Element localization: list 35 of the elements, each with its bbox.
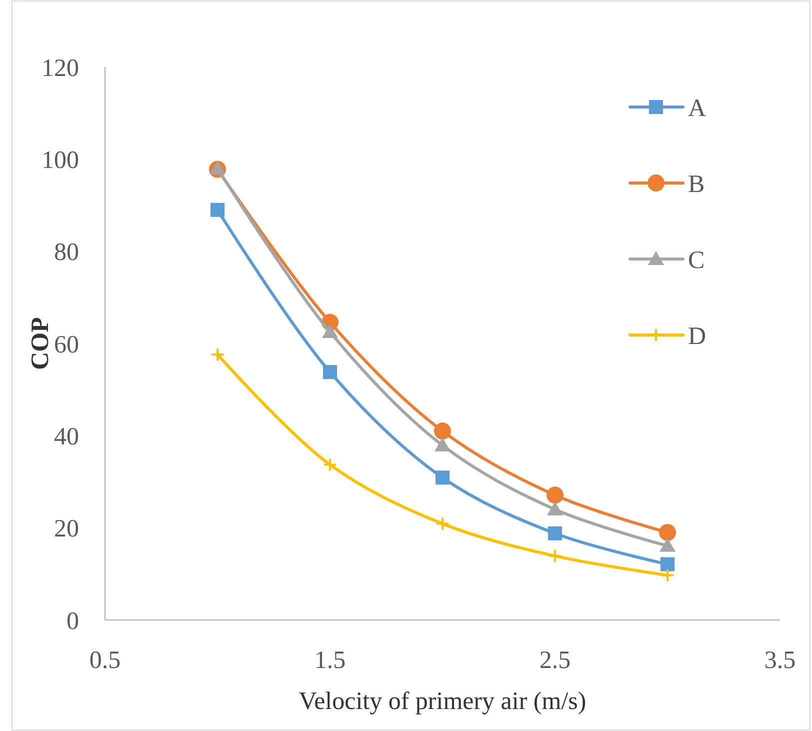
point bbox=[546, 486, 564, 504]
x-tick-label: 3.5 bbox=[764, 647, 796, 674]
legend-label: C bbox=[688, 246, 705, 274]
y-tick-label: 80 bbox=[54, 239, 79, 266]
y-tick-label: 0 bbox=[66, 608, 79, 635]
point bbox=[548, 526, 562, 540]
x-tick-label: 1.5 bbox=[314, 647, 346, 674]
point bbox=[660, 538, 676, 552]
y-tick-label: 60 bbox=[54, 331, 79, 358]
y-tick-label: 120 bbox=[42, 54, 79, 82]
point bbox=[660, 568, 674, 582]
point bbox=[323, 458, 337, 472]
point bbox=[323, 365, 337, 380]
point bbox=[548, 548, 562, 563]
legend-label: A bbox=[688, 94, 706, 122]
point bbox=[660, 557, 674, 572]
point bbox=[659, 524, 676, 541]
point bbox=[210, 160, 226, 174]
legend-label: D bbox=[688, 322, 706, 350]
point bbox=[210, 348, 224, 362]
y-tick-label: 100 bbox=[42, 146, 79, 174]
x-tick-label: 0.5 bbox=[89, 647, 121, 674]
point bbox=[436, 516, 450, 531]
point bbox=[436, 470, 450, 485]
point bbox=[434, 422, 451, 440]
point bbox=[322, 324, 338, 338]
point bbox=[547, 501, 563, 516]
point bbox=[434, 437, 450, 452]
legend-label: B bbox=[688, 170, 705, 198]
point bbox=[210, 202, 224, 217]
y-axis-title: COP bbox=[27, 317, 54, 370]
y-tick-label: 20 bbox=[54, 516, 79, 543]
x-axis-title: Velocity of primery air (m/s) bbox=[298, 688, 586, 715]
y-tick-label: 40 bbox=[54, 423, 79, 450]
x-tick-label: 2.5 bbox=[539, 647, 571, 674]
